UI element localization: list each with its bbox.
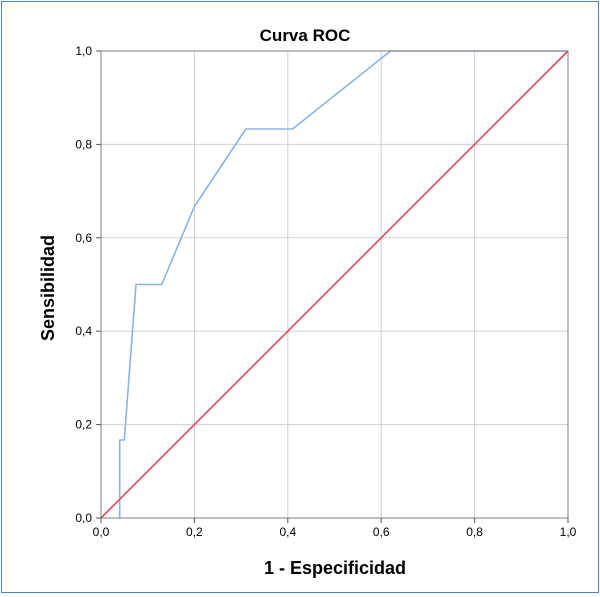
y-tick-label: 0,4 xyxy=(75,324,92,338)
series-group xyxy=(100,50,569,519)
y-axis-ticks: 0,0 0,2 0,4 0,6 0,8 1,0 xyxy=(75,44,101,525)
reference-diagonal-line xyxy=(100,50,569,519)
plot-border xyxy=(100,50,569,519)
x-tick-label: 0,8 xyxy=(466,525,483,539)
x-tick-label: 0,6 xyxy=(373,525,390,539)
chart-title: Curva ROC xyxy=(260,26,351,45)
x-axis-ticks: 0,0 0,2 0,4 0,6 0,8 1,0 xyxy=(93,518,577,539)
y-tick-label: 0,2 xyxy=(75,418,92,432)
x-tick-label: 0,2 xyxy=(186,525,203,539)
x-axis-label: 1 - Especificidad xyxy=(264,558,406,578)
roc-curve-line xyxy=(118,50,568,518)
y-tick-label: 0,0 xyxy=(75,511,92,525)
y-tick-label: 1,0 xyxy=(75,44,92,58)
x-tick-label: 0,0 xyxy=(93,525,110,539)
x-tick-label: 1,0 xyxy=(560,525,577,539)
y-axis-label: Sensibilidad xyxy=(38,235,58,341)
y-tick-label: 0,6 xyxy=(75,231,92,245)
x-tick-label: 0,4 xyxy=(279,525,296,539)
y-tick-label: 0,8 xyxy=(75,137,92,151)
